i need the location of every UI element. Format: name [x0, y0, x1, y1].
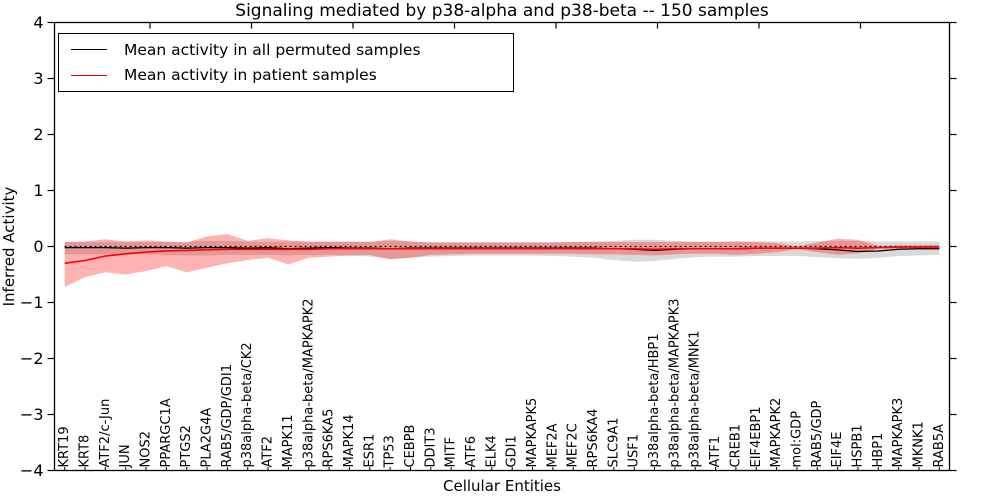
x-category-label: NOS2	[139, 431, 154, 467]
x-category-label: DDIT3	[423, 427, 438, 467]
y-tick-label: 1	[33, 181, 43, 200]
x-category-label: EIF4E	[830, 431, 845, 467]
x-category-label: CEBPB	[403, 425, 418, 468]
y-tick-label: 3	[33, 69, 43, 88]
x-category-label: ELK4	[484, 435, 499, 467]
x-category-label: MKNK1	[911, 421, 926, 467]
x-category-label: MAPKAPK2	[769, 398, 784, 468]
x-category-label: MAPK14	[342, 414, 357, 467]
legend-label-patient: Mean activity in patient samples	[124, 66, 377, 85]
y-tick-label: 0	[33, 237, 43, 256]
x-category-label: KRT8	[78, 435, 93, 468]
x-category-label: MAPK11	[281, 414, 296, 467]
x-category-label: ATF2	[261, 436, 276, 468]
x-category-label: MITF	[444, 437, 459, 467]
x-category-label: SLC9A1	[606, 417, 621, 467]
x-category-label: PTGS2	[179, 425, 194, 467]
x-category-label: EIF4EBP1	[749, 406, 764, 467]
x-category-label: p38alpha-beta/MNK1	[688, 331, 703, 468]
x-category-label: USF1	[627, 434, 642, 468]
x-category-label: GDI1	[505, 435, 520, 467]
y-axis-title: Inferred Activity	[0, 186, 18, 306]
x-category-label: CREB1	[728, 424, 743, 468]
y-tick-label: −2	[20, 349, 44, 368]
legend: Mean activity in all permuted samples Me…	[58, 33, 514, 92]
x-category-label: ATF1	[708, 436, 723, 468]
x-category-label: HSPB1	[850, 424, 865, 467]
x-category-label: MAPKAPK5	[525, 398, 540, 468]
x-category-label: ATF6	[464, 436, 479, 468]
x-category-label: KRT19	[57, 426, 72, 467]
x-category-label: HBP1	[871, 433, 886, 468]
y-tick-label: −4	[20, 461, 44, 480]
permuted-band	[64, 239, 940, 262]
x-category-label: MEF2A	[545, 423, 560, 467]
x-category-label: RPS6KA5	[322, 409, 337, 468]
x-category-label: PLA2G4A	[200, 408, 215, 468]
x-category-label: MEF2C	[566, 423, 581, 467]
y-tick-label: −3	[20, 405, 44, 424]
legend-line-patient-icon	[71, 74, 107, 76]
x-category-label: MAPKAPK3	[891, 398, 906, 468]
x-category-label: PPARGC1A	[159, 398, 174, 467]
x-category-label: RAB5A	[932, 424, 947, 468]
x-category-label: p38alpha-beta/MAPKAPK2	[301, 299, 316, 468]
x-category-label: p38alpha-beta/CK2	[240, 342, 255, 467]
x-category-label: mol:GDP	[789, 411, 804, 468]
patient-mean-line	[64, 246, 940, 265]
x-category-label: RAB5/GDP/GDI1	[220, 364, 235, 467]
x-category-label: JUN	[118, 444, 133, 468]
y-tick-label: 2	[33, 125, 43, 144]
x-axis-title: Cellular Entities	[443, 477, 561, 495]
x-category-label: p38alpha-beta/HBP1	[647, 333, 662, 467]
legend-item-permuted: Mean activity in all permuted samples	[59, 38, 513, 62]
y-tick-label: −1	[20, 293, 44, 312]
y-tick-label: 4	[33, 13, 43, 32]
x-category-label: ATF2/c-Jun	[98, 399, 113, 468]
x-category-label: RPS6KA4	[586, 409, 601, 468]
x-category-label: p38alpha-beta/MAPKAPK3	[667, 299, 682, 468]
x-category-label: RAB5/GDP	[810, 400, 825, 467]
patient-band	[64, 234, 940, 287]
legend-label-permuted: Mean activity in all permuted samples	[124, 40, 421, 59]
legend-item-patient: Mean activity in patient samples	[59, 63, 513, 87]
chart-title: Signaling mediated by p38-alpha and p38-…	[235, 1, 769, 21]
legend-line-permuted-icon	[71, 49, 107, 51]
x-category-label: TP53	[383, 435, 398, 468]
x-category-label: ESR1	[362, 434, 377, 468]
